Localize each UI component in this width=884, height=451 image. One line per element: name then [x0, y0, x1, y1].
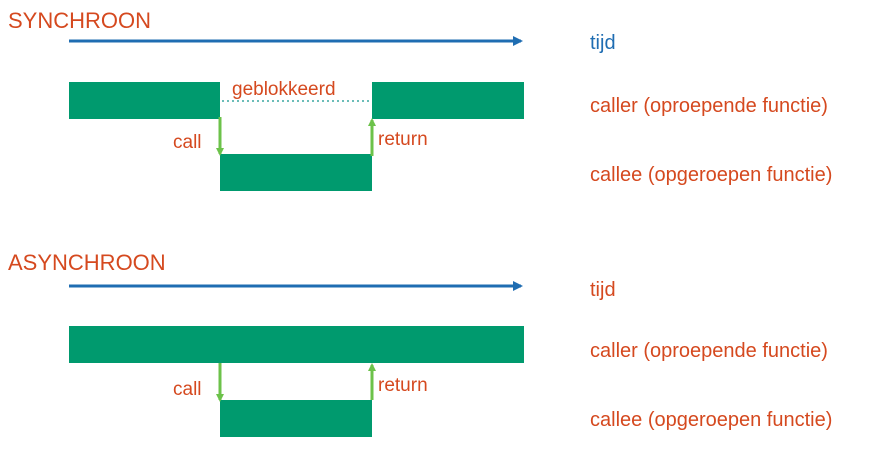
sync-caller-label: caller (oproepende functie): [590, 95, 828, 117]
async-time-label: tijd: [590, 279, 616, 301]
sync-caller-bar-before: [69, 82, 220, 119]
sync-caller-bar-after: [372, 82, 524, 119]
async-callee-label: callee (opgeroepen functie): [590, 409, 833, 431]
sync-call-label: call: [173, 132, 202, 153]
async-caller-label: caller (oproepende functie): [590, 340, 828, 362]
async-call-label: call: [173, 379, 202, 400]
async-return-label: return: [378, 375, 428, 396]
sync-time-label: tijd: [590, 32, 616, 54]
async-heading: ASYNCHROON: [8, 250, 166, 275]
sync-blocked-label: geblokkeerd: [232, 79, 336, 100]
async-callee-bar: [220, 400, 372, 437]
sync-callee-bar: [220, 154, 372, 191]
sync-callee-label: callee (opgeroepen functie): [590, 164, 833, 186]
async-caller-bar: [69, 326, 524, 363]
sync-heading: SYNCHROON: [8, 8, 152, 33]
sync-return-label: return: [378, 129, 428, 150]
